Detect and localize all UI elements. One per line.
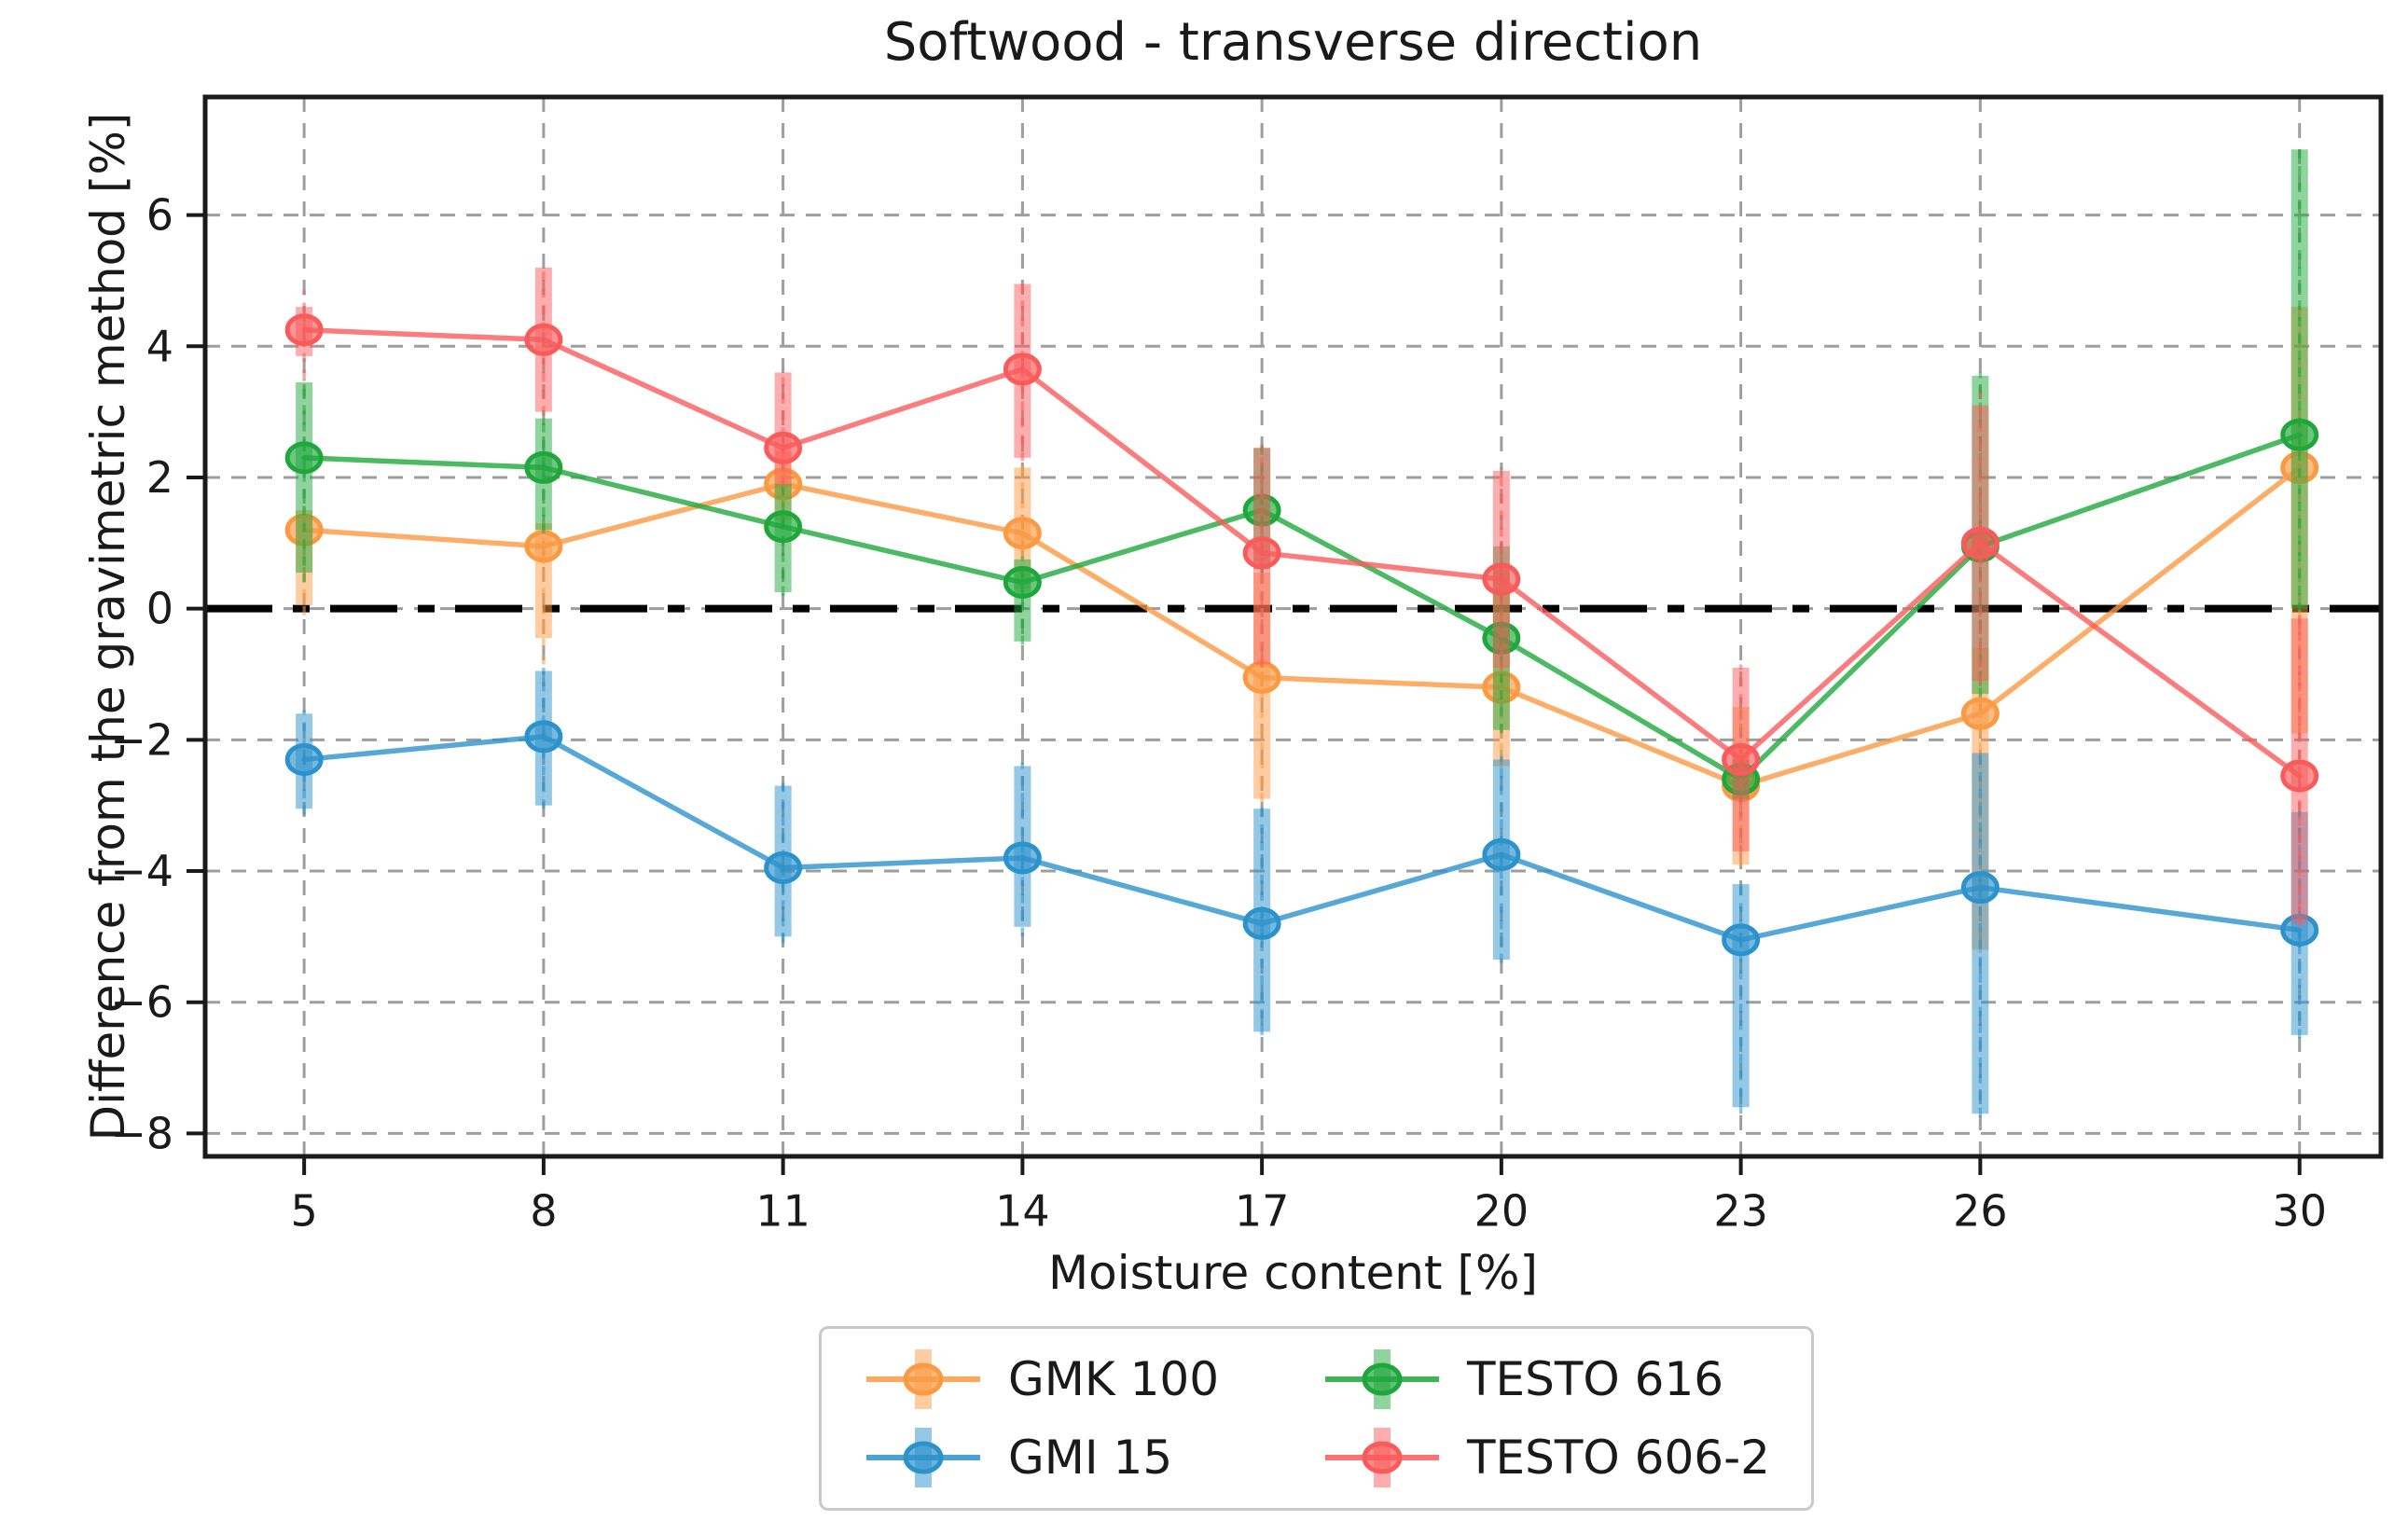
y-tick-label: 4 <box>146 321 173 371</box>
data-point-marker <box>764 431 803 464</box>
legend-marker-icon <box>1325 1428 1440 1487</box>
legend-marker-icon <box>866 1428 980 1487</box>
legend-item: TESTO 606-2 <box>1322 1422 1770 1493</box>
data-point-marker <box>1482 562 1521 596</box>
data-point-marker <box>1482 837 1521 871</box>
data-point-marker <box>1960 871 2000 905</box>
chart-title: Softwood - transverse direction <box>883 12 1703 73</box>
legend-label: TESTO 606-2 <box>1467 1431 1770 1485</box>
data-point-marker <box>1003 353 1042 386</box>
legend-marker-part <box>903 1362 944 1396</box>
x-tick-label: 23 <box>1713 1185 1768 1236</box>
y-tick-label: −6 <box>110 977 173 1028</box>
y-tick-label: −8 <box>110 1108 173 1158</box>
data-point-marker <box>284 742 324 776</box>
legend-label: TESTO 616 <box>1467 1352 1724 1406</box>
y-tick-label: −4 <box>110 846 173 896</box>
legend-marker-icon <box>1325 1349 1440 1409</box>
x-tick-label: 17 <box>1235 1185 1290 1236</box>
data-point-marker <box>1003 517 1042 550</box>
data-point-marker <box>1003 566 1042 600</box>
legend-item: TESTO 616 <box>1322 1344 1770 1415</box>
x-axis-label: Moisture content [%] <box>1048 1246 1538 1300</box>
legend-label: GMI 15 <box>1008 1431 1173 1485</box>
error-band <box>774 372 792 485</box>
legend: GMK 100 GMI 15 TESTO 616 TESTO 606-2 <box>819 1326 1814 1511</box>
legend-marker-part <box>1362 1362 1403 1396</box>
data-point-marker <box>284 313 324 347</box>
series-line <box>301 464 2303 789</box>
data-point-marker <box>524 530 563 563</box>
y-tick-label: −2 <box>110 714 173 765</box>
series-line <box>301 734 2303 943</box>
x-tick-label: 30 <box>2272 1185 2327 1236</box>
data-point-marker <box>2280 418 2319 451</box>
axes-spines <box>202 94 2384 1159</box>
x-tick-label: 11 <box>755 1185 810 1236</box>
y-tick-label: 2 <box>146 452 173 503</box>
legend-marker-part <box>1362 1441 1403 1474</box>
data-point-marker <box>2280 759 2319 793</box>
data-point-marker <box>1722 742 1761 776</box>
data-point-marker <box>1242 906 1281 940</box>
legend-label: GMK 100 <box>1008 1352 1220 1406</box>
x-tick-label: 14 <box>995 1185 1050 1236</box>
data-point-marker <box>1722 923 1761 957</box>
x-tick-label: 26 <box>1953 1185 2008 1236</box>
data-point-marker <box>764 851 803 885</box>
legend-marker-part <box>903 1441 944 1474</box>
x-tick-label: 8 <box>530 1185 557 1236</box>
data-point-marker <box>284 441 324 475</box>
y-tick-label: 6 <box>146 190 173 241</box>
error-band <box>2290 149 2308 609</box>
error-band <box>1972 753 1989 1114</box>
data-point-marker <box>1003 841 1042 875</box>
data-point-marker <box>1242 536 1281 570</box>
data-point-marker <box>1960 697 2000 730</box>
data-point-marker <box>524 450 563 484</box>
legend-marker-icon <box>866 1349 980 1409</box>
series-line <box>301 326 2303 779</box>
data-point-marker <box>1960 526 2000 560</box>
x-tick-label: 20 <box>1474 1185 1529 1236</box>
y-tick-label: 0 <box>146 584 173 634</box>
data-point-marker <box>764 510 803 544</box>
data-point-marker <box>524 720 563 754</box>
x-tick-label: 5 <box>290 1185 317 1236</box>
error-band <box>1732 884 1750 1108</box>
legend-item: GMK 100 <box>863 1344 1219 1415</box>
data-point-marker <box>1242 661 1281 695</box>
data-point-marker <box>524 323 563 356</box>
error-band <box>296 381 313 573</box>
legend-item: GMI 15 <box>863 1422 1219 1493</box>
